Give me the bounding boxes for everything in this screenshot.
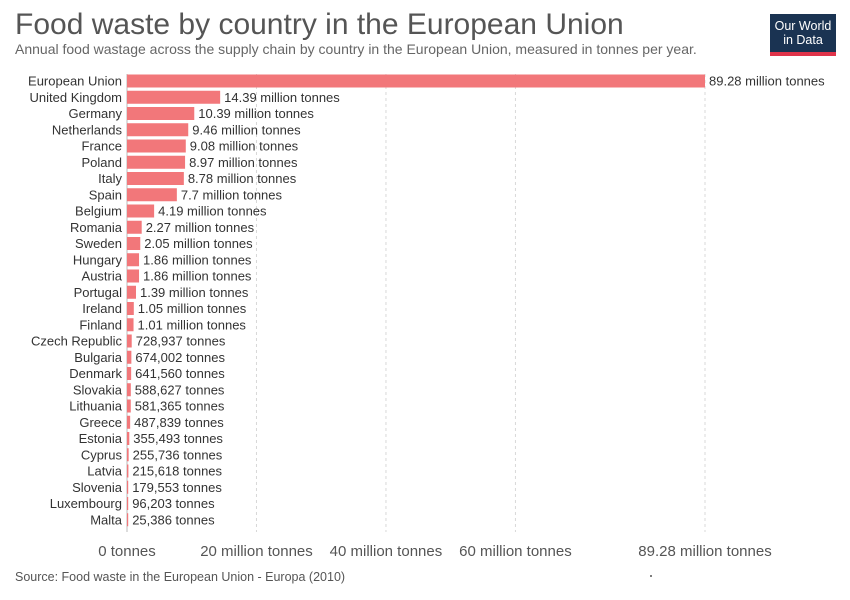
value-label: 4.19 million tonnes — [158, 204, 267, 219]
category-label: European Union — [28, 74, 122, 89]
category-label: Germany — [69, 106, 123, 121]
bar — [127, 367, 132, 380]
category-label: Estonia — [79, 431, 123, 446]
bar — [127, 123, 189, 137]
logo-accent-bar — [770, 52, 836, 56]
value-label: 14.39 million tonnes — [224, 90, 340, 105]
category-label: Slovakia — [73, 382, 123, 397]
value-label: 641,560 tonnes — [135, 366, 225, 381]
bar — [127, 188, 177, 202]
x-tick-label: 40 million tonnes — [330, 543, 443, 560]
bar — [127, 464, 129, 478]
bar — [127, 139, 186, 153]
bar — [127, 480, 129, 494]
chart-subtitle: Annual food wastage across the supply ch… — [15, 41, 697, 57]
decorative-dot — [650, 575, 652, 577]
bar — [127, 253, 140, 267]
value-label: 8.78 million tonnes — [188, 171, 297, 186]
category-label: Denmark — [69, 366, 122, 381]
value-label: 2.05 million tonnes — [144, 236, 253, 251]
x-tick-label: 20 million tonnes — [200, 543, 313, 560]
x-tick-label: 89.28 million tonnes — [638, 543, 771, 560]
bar — [127, 155, 186, 169]
x-tick-label: 60 million tonnes — [459, 543, 572, 560]
value-label: 179,553 tonnes — [132, 480, 222, 495]
bar — [127, 220, 142, 234]
value-label: 8.97 million tonnes — [189, 155, 298, 170]
x-tick-label: 0 tonnes — [98, 543, 156, 560]
category-label: Poland — [82, 155, 122, 170]
source-note: Source: Food waste in the European Union… — [15, 570, 346, 584]
value-label: 1.39 million tonnes — [140, 285, 249, 300]
category-label: France — [82, 139, 122, 154]
value-label: 1.86 million tonnes — [143, 252, 252, 267]
category-label: Cyprus — [81, 447, 123, 462]
our-world-in-data-logo[interactable]: Our World in Data — [770, 14, 836, 56]
category-label: Romania — [70, 220, 123, 235]
value-label: 355,493 tonnes — [133, 431, 223, 446]
value-label: 1.86 million tonnes — [143, 269, 252, 284]
bar — [127, 497, 129, 510]
category-label: Lithuania — [69, 399, 123, 414]
bar — [127, 415, 131, 429]
category-label: Ireland — [82, 301, 122, 316]
bar — [127, 285, 136, 299]
value-label: 1.01 million tonnes — [138, 317, 247, 332]
category-label: Netherlands — [52, 122, 123, 137]
category-label: Malta — [90, 512, 123, 527]
category-label: Spain — [89, 187, 122, 202]
bar — [127, 74, 705, 88]
value-label: 89.28 million tonnes — [709, 74, 825, 89]
logo-line-2: in Data — [783, 33, 823, 47]
category-label: Italy — [98, 171, 122, 186]
category-label: Greece — [79, 415, 122, 430]
bar — [127, 318, 134, 332]
category-label: Bulgaria — [74, 350, 122, 365]
value-label: 487,839 tonnes — [134, 415, 224, 430]
category-label: Belgium — [75, 204, 122, 219]
category-label: Luxembourg — [50, 496, 122, 511]
category-label: United Kingdom — [30, 90, 123, 105]
category-label: Czech Republic — [31, 334, 123, 349]
value-label: 9.46 million tonnes — [192, 122, 301, 137]
bar — [127, 399, 131, 413]
value-label: 10.39 million tonnes — [198, 106, 314, 121]
bar — [127, 334, 132, 348]
value-label: 9.08 million tonnes — [190, 139, 299, 154]
logo-line-1: Our World — [774, 19, 832, 33]
category-label: Latvia — [87, 464, 122, 479]
category-label: Finland — [79, 317, 122, 332]
bar — [127, 90, 221, 104]
bar — [127, 107, 195, 120]
value-label: 25,386 tonnes — [132, 512, 215, 527]
chart-title: Food waste by country in the European Un… — [15, 8, 624, 41]
category-label: Austria — [82, 269, 123, 284]
bar — [127, 204, 155, 218]
bar — [127, 302, 134, 315]
category-label: Portugal — [74, 285, 123, 300]
bar — [127, 237, 141, 250]
value-label: 255,736 tonnes — [133, 447, 223, 462]
value-label: 215,618 tonnes — [132, 464, 222, 479]
bar — [127, 269, 140, 283]
bar — [127, 432, 130, 445]
value-label: 581,365 tonnes — [135, 399, 225, 414]
bar — [127, 172, 184, 185]
value-label: 2.27 million tonnes — [146, 220, 255, 235]
bar — [127, 383, 131, 397]
bar — [127, 350, 132, 364]
value-label: 7.7 million tonnes — [181, 187, 283, 202]
value-label: 728,937 tonnes — [136, 334, 226, 349]
category-label: Slovenia — [72, 480, 123, 495]
bar — [127, 448, 129, 462]
value-label: 588,627 tonnes — [135, 382, 225, 397]
category-label: Hungary — [73, 252, 123, 267]
category-label: Sweden — [75, 236, 122, 251]
bar — [127, 513, 129, 527]
value-label: 674,002 tonnes — [135, 350, 225, 365]
value-label: 96,203 tonnes — [132, 496, 215, 511]
value-label: 1.05 million tonnes — [138, 301, 247, 316]
